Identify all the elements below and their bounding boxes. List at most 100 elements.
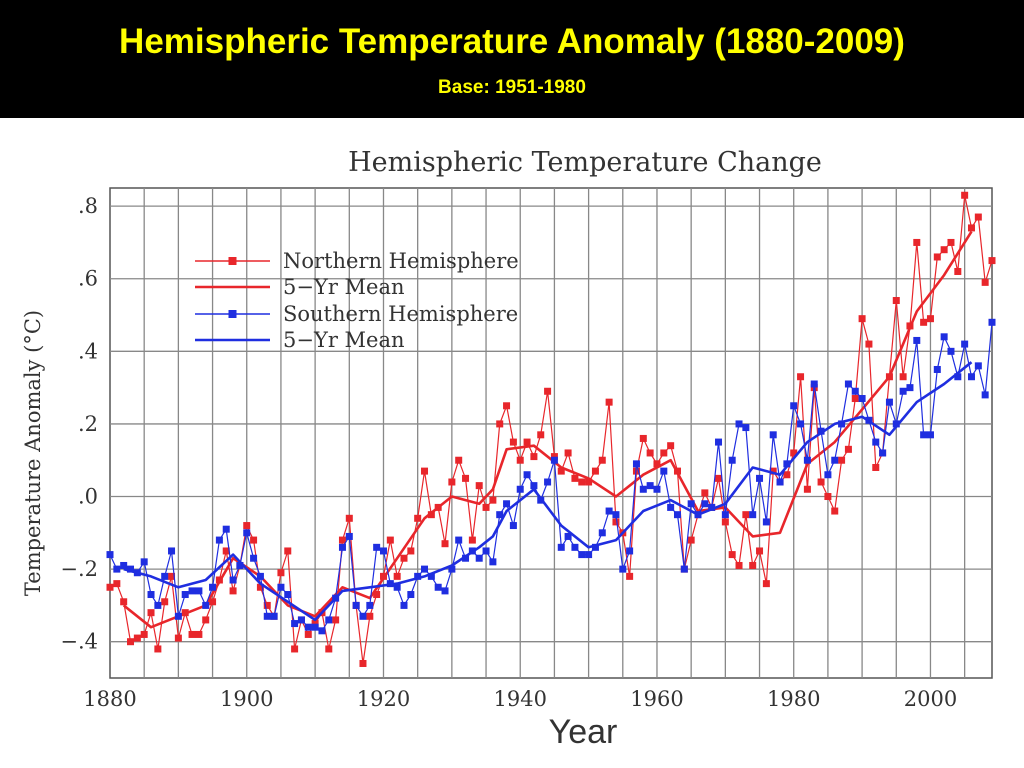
data-point-south-annual xyxy=(530,482,538,490)
data-point-south-annual xyxy=(338,543,346,551)
data-point-south-annual xyxy=(106,551,114,559)
data-point-south-annual xyxy=(209,583,217,591)
data-point-north-annual xyxy=(393,572,401,580)
data-point-north-annual xyxy=(749,561,757,569)
data-point-north-annual xyxy=(482,503,490,511)
data-point-south-annual xyxy=(140,558,148,566)
x-tick-label: 1980 xyxy=(767,687,820,711)
y-tick-label: .2 xyxy=(78,412,98,436)
data-point-south-annual xyxy=(817,427,825,435)
data-point-south-annual xyxy=(270,612,278,620)
data-point-north-annual xyxy=(913,238,921,246)
legend-label: 5−Yr Mean xyxy=(283,328,405,352)
data-point-south-annual xyxy=(933,365,941,373)
data-point-south-annual xyxy=(728,456,736,464)
data-point-north-annual xyxy=(250,536,258,544)
y-axis-label: Temperature Anomaly (°C) xyxy=(21,310,45,596)
data-point-north-annual xyxy=(168,572,176,580)
data-point-north-annual xyxy=(468,536,476,544)
data-point-north-annual xyxy=(851,395,859,403)
data-point-south-annual xyxy=(612,511,620,519)
data-point-south-annual xyxy=(304,623,312,631)
data-point-north-annual xyxy=(195,630,203,638)
data-point-south-annual xyxy=(250,554,258,562)
data-point-north-annual xyxy=(530,453,538,461)
data-point-north-annual xyxy=(222,547,230,555)
data-point-south-annual xyxy=(667,503,675,511)
data-point-north-annual xyxy=(140,630,148,638)
data-point-south-annual xyxy=(229,576,237,584)
data-point-south-annual xyxy=(585,551,593,559)
data-point-north-annual xyxy=(441,540,449,548)
data-point-south-annual xyxy=(161,572,169,580)
data-point-north-annual xyxy=(414,514,422,522)
x-tick-label: 1940 xyxy=(494,687,547,711)
data-point-north-annual xyxy=(256,583,264,591)
data-point-south-annual xyxy=(926,431,934,439)
data-point-south-annual xyxy=(762,518,770,526)
data-point-north-annual xyxy=(920,318,928,326)
data-point-south-annual xyxy=(981,391,989,399)
data-point-south-annual xyxy=(735,420,743,428)
data-point-north-annual xyxy=(865,340,873,348)
temperature-chart: Hemispheric Temperature Change Temperatu… xyxy=(21,147,996,751)
data-point-north-annual xyxy=(277,569,285,577)
data-point-north-annual xyxy=(585,478,593,486)
data-point-south-annual xyxy=(550,456,558,464)
data-point-south-annual xyxy=(400,601,408,609)
data-point-north-annual xyxy=(762,580,770,588)
data-point-north-annual xyxy=(687,536,695,544)
data-point-south-annual xyxy=(291,620,299,628)
series-line-north-5yr-mean xyxy=(122,230,973,629)
data-point-south-annual xyxy=(858,395,866,403)
slide-header: Hemispheric Temperature Anomaly (1880-20… xyxy=(0,0,1024,118)
data-point-south-annual xyxy=(961,340,969,348)
data-point-north-annual xyxy=(209,598,217,606)
data-point-south-annual xyxy=(639,485,647,493)
data-point-north-annual xyxy=(557,467,565,475)
data-point-south-annual xyxy=(448,565,456,573)
data-point-south-annual xyxy=(379,547,387,555)
data-point-north-annual xyxy=(304,630,312,638)
data-point-south-annual xyxy=(598,529,606,537)
data-point-south-annual xyxy=(557,543,565,551)
data-point-north-annual xyxy=(598,456,606,464)
data-point-south-annual xyxy=(434,583,442,591)
data-point-north-annual xyxy=(332,616,340,624)
data-point-north-annual xyxy=(106,583,114,591)
data-point-north-annual xyxy=(660,449,668,457)
legend-marker xyxy=(228,257,237,265)
legend-label: Northern Hemisphere xyxy=(283,249,519,273)
data-point-north-annual xyxy=(947,238,955,246)
data-point-north-annual xyxy=(345,514,353,522)
data-point-north-annual xyxy=(735,561,743,569)
data-point-north-annual xyxy=(523,438,531,446)
data-point-south-annual xyxy=(954,373,962,381)
chart-title: Hemispheric Temperature Change xyxy=(348,147,822,178)
data-point-south-annual xyxy=(899,387,907,395)
data-point-north-annual xyxy=(147,609,155,617)
data-point-south-annual xyxy=(646,482,654,490)
data-point-south-annual xyxy=(605,507,613,515)
data-point-north-annual xyxy=(571,474,579,482)
series-line-south-5yr-mean xyxy=(123,361,973,622)
chart-panel: Hemispheric Temperature Change Temperatu… xyxy=(0,118,1024,768)
data-point-south-annual xyxy=(202,601,210,609)
data-point-north-annual xyxy=(988,257,996,265)
data-point-south-annual xyxy=(359,612,367,620)
data-point-north-annual xyxy=(427,511,435,519)
legend-label: Southern Hemisphere xyxy=(283,302,518,326)
data-point-north-annual xyxy=(824,493,832,501)
data-point-south-annual xyxy=(673,511,681,519)
data-point-north-annual xyxy=(120,598,128,606)
data-point-north-annual xyxy=(967,224,975,232)
data-point-south-annual xyxy=(215,536,223,544)
x-tick-label: 1960 xyxy=(630,687,683,711)
data-point-north-annual xyxy=(462,474,470,482)
data-point-south-annual xyxy=(797,420,805,428)
data-point-south-annual xyxy=(236,561,244,569)
series-line-south-annual xyxy=(109,322,993,632)
data-point-north-annual xyxy=(653,460,661,468)
data-point-south-annual xyxy=(591,543,599,551)
data-point-south-annual xyxy=(311,623,319,631)
